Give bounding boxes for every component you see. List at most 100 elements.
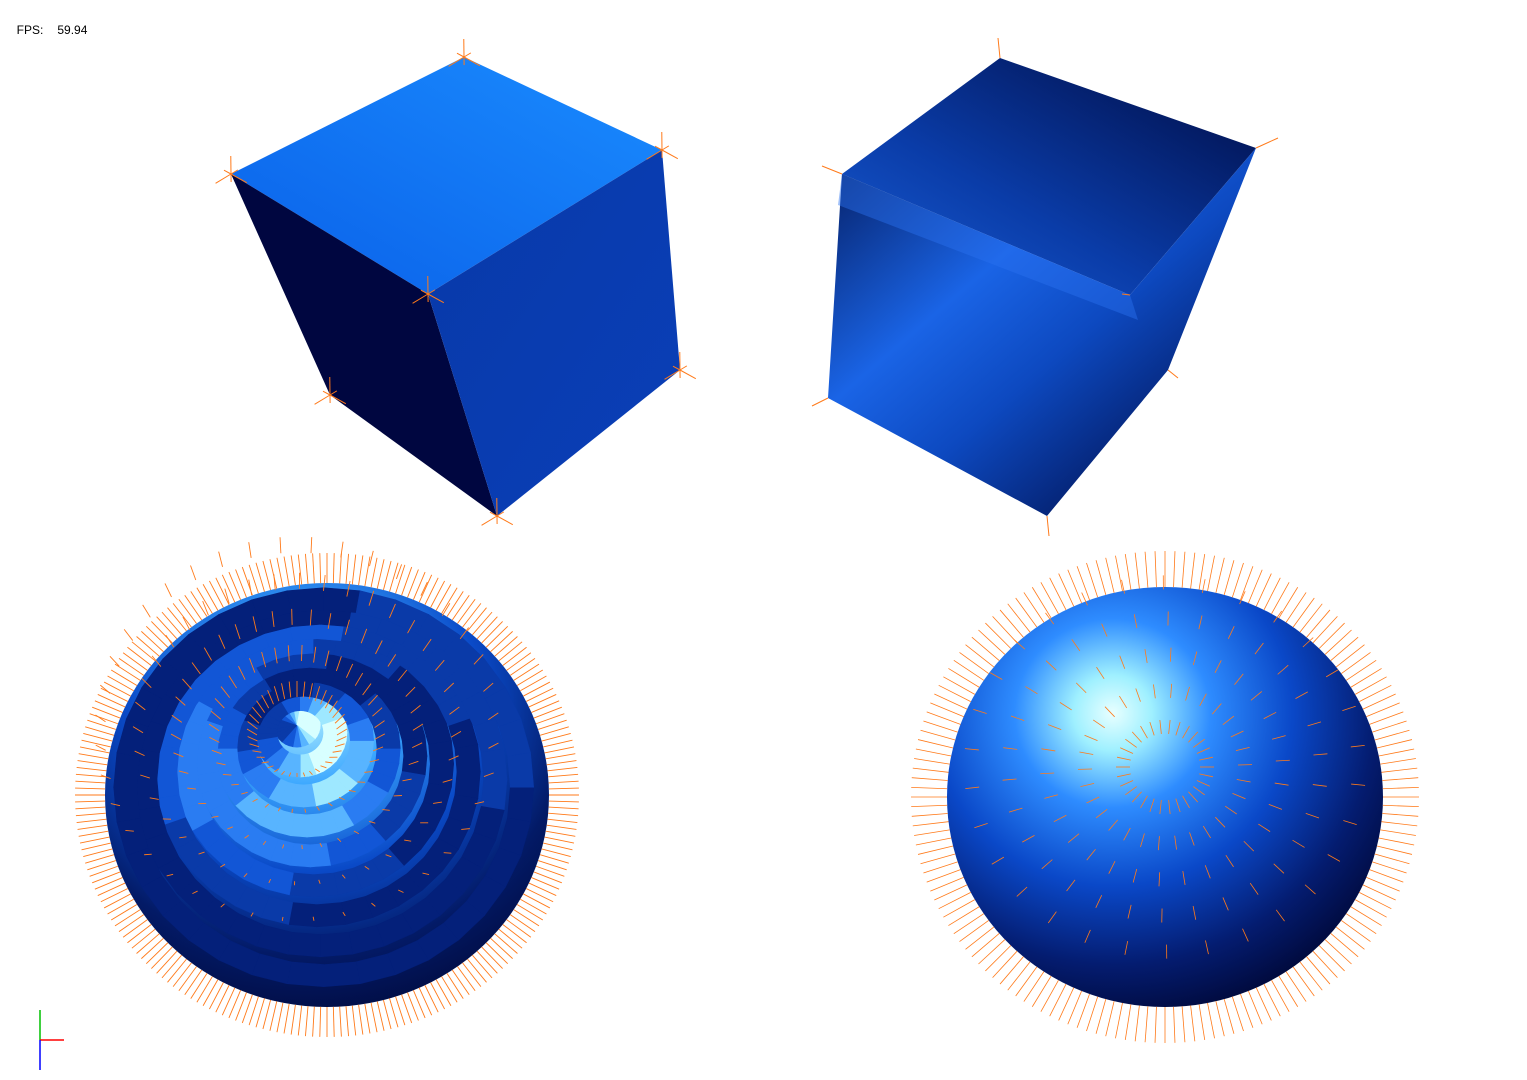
normal-line	[262, 560, 271, 591]
normal-line	[992, 950, 1018, 978]
normal-line	[110, 904, 138, 921]
normal-line	[539, 726, 569, 736]
smooth-shaded-sphere[interactable]	[911, 551, 1419, 1043]
normal-line	[191, 662, 201, 675]
normal-line	[1125, 786, 1137, 796]
normal-line	[1086, 996, 1099, 1032]
flat-shaded-sphere[interactable]	[75, 537, 579, 1037]
normal-line	[424, 985, 439, 1013]
normal-line	[252, 706, 262, 719]
normal-line	[358, 555, 364, 586]
normal-line	[1115, 555, 1123, 592]
normal-line	[407, 619, 416, 634]
normal-line	[661, 145, 670, 151]
normal-line	[241, 791, 248, 795]
normal-line	[145, 626, 169, 648]
normal-line	[474, 801, 485, 805]
normal-line	[1312, 616, 1338, 644]
normal-line	[412, 742, 423, 749]
normal-line	[1086, 848, 1096, 861]
normal-line	[373, 746, 384, 752]
normal-line	[1214, 660, 1222, 674]
normal-line	[402, 778, 412, 782]
normal-line	[971, 636, 1000, 661]
normal-line	[539, 854, 569, 864]
normal-line	[506, 919, 532, 938]
normal-line	[451, 969, 470, 996]
normal-line	[926, 869, 961, 883]
normal-line	[353, 830, 360, 835]
normal-line	[264, 803, 269, 808]
normal-line	[506, 652, 532, 671]
normal-line	[965, 644, 995, 668]
smooth-shaded-cube[interactable]	[811, 37, 1279, 537]
normal-line	[989, 672, 1003, 680]
normal-line	[342, 911, 346, 917]
normal-line	[76, 818, 107, 824]
normal-line	[485, 626, 509, 648]
normal-line	[241, 994, 253, 1024]
normal-line	[1204, 865, 1211, 879]
normal-line	[1271, 735, 1286, 740]
normal-line	[182, 678, 192, 690]
normal-line	[389, 998, 399, 1028]
normal-line	[328, 802, 333, 807]
normal-line	[235, 992, 247, 1021]
normal-line	[917, 845, 954, 855]
normal-line	[513, 909, 540, 927]
vertex-normals	[811, 37, 1279, 537]
normal-line	[345, 1006, 350, 1037]
normal-line	[1312, 950, 1338, 978]
normal-line	[1273, 863, 1285, 874]
normal-line	[1299, 603, 1323, 633]
normal-line	[282, 844, 285, 849]
normal-line	[544, 746, 575, 754]
normal-line	[520, 675, 547, 692]
cube-front-face	[828, 148, 1256, 516]
flat-shaded-cube[interactable]	[215, 38, 697, 526]
normal-line	[247, 721, 258, 730]
normal-line	[923, 861, 958, 874]
normal-line	[1041, 859, 1053, 870]
normal-line	[1154, 551, 1157, 588]
normal-line	[1115, 1002, 1123, 1039]
normal-line	[407, 569, 419, 598]
facet	[322, 724, 348, 734]
normal-line	[92, 706, 121, 719]
normal-line	[76, 766, 107, 772]
normal-line	[537, 860, 567, 871]
vertex-normals	[215, 38, 697, 526]
normal-line	[1372, 861, 1407, 874]
normal-line	[383, 560, 392, 591]
normal-line	[997, 37, 1001, 59]
normal-line	[1140, 795, 1148, 809]
normal-line	[548, 806, 579, 810]
cube-top-face	[231, 57, 662, 294]
normal-line	[161, 954, 182, 979]
normal-line	[1084, 929, 1091, 943]
normal-line	[319, 842, 323, 848]
normal-line	[151, 655, 162, 667]
facet	[286, 587, 325, 613]
normal-line	[1372, 720, 1407, 733]
normal-line	[376, 559, 385, 589]
normal-line	[412, 293, 429, 304]
normal-line	[364, 556, 371, 587]
normal-line	[256, 700, 266, 713]
normal-line	[1351, 783, 1366, 786]
normal-line	[382, 809, 390, 811]
normal-line	[1071, 639, 1081, 652]
normal-line	[1359, 684, 1392, 703]
normal-line	[339, 1006, 342, 1037]
normal-line	[320, 765, 327, 769]
normal-line	[262, 840, 267, 846]
normal-line	[370, 1002, 378, 1033]
normal-line	[965, 926, 995, 950]
facet	[288, 902, 318, 928]
normal-line	[462, 603, 482, 628]
normal-line	[1095, 999, 1107, 1034]
normal-line	[502, 646, 527, 666]
facet	[480, 748, 508, 780]
normal-line	[679, 369, 697, 380]
